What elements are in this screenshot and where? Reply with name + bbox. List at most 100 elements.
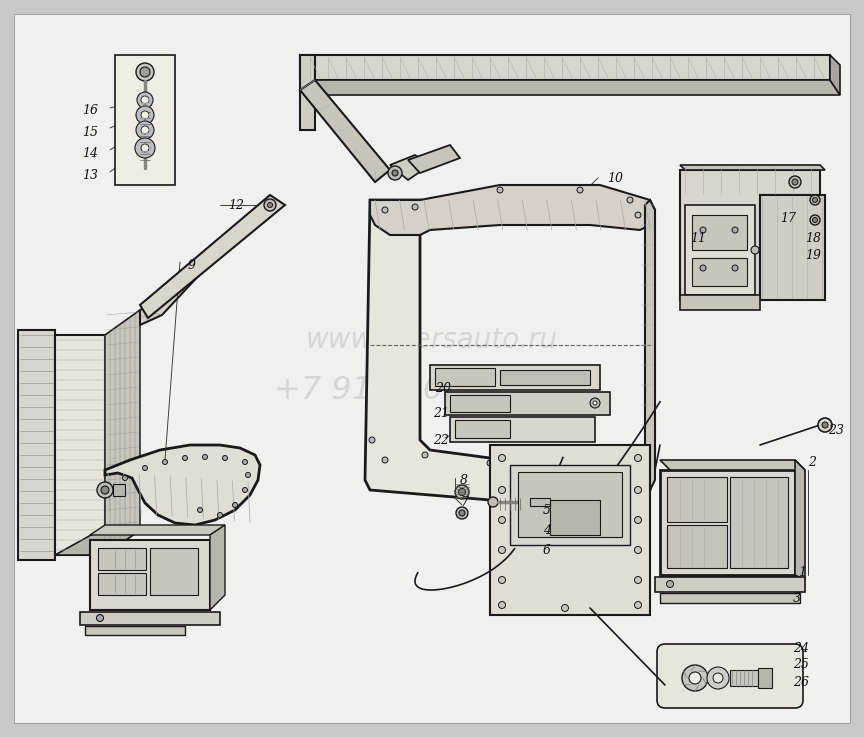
Circle shape xyxy=(382,457,388,463)
Text: 16: 16 xyxy=(82,103,98,116)
Text: 10: 10 xyxy=(607,172,623,184)
Text: 26: 26 xyxy=(793,677,809,690)
Circle shape xyxy=(97,615,104,621)
Circle shape xyxy=(141,126,149,134)
Circle shape xyxy=(635,212,641,218)
Circle shape xyxy=(562,604,569,612)
Circle shape xyxy=(162,459,168,464)
Bar xyxy=(667,525,727,568)
Polygon shape xyxy=(105,445,260,525)
Circle shape xyxy=(136,106,154,124)
Circle shape xyxy=(141,96,149,104)
Circle shape xyxy=(810,215,820,225)
Circle shape xyxy=(732,227,738,233)
Circle shape xyxy=(148,99,150,102)
Text: 23: 23 xyxy=(828,424,844,436)
Polygon shape xyxy=(660,460,805,470)
Circle shape xyxy=(149,147,151,150)
Bar xyxy=(435,368,495,386)
Circle shape xyxy=(382,207,388,213)
Bar xyxy=(518,472,622,537)
Circle shape xyxy=(792,179,798,185)
Polygon shape xyxy=(680,295,760,310)
Bar xyxy=(455,420,510,438)
Text: 21: 21 xyxy=(433,407,449,419)
Circle shape xyxy=(689,672,701,684)
Circle shape xyxy=(812,198,817,203)
Bar xyxy=(113,484,125,496)
Circle shape xyxy=(268,203,272,208)
Bar xyxy=(450,395,510,412)
Polygon shape xyxy=(55,530,140,555)
Polygon shape xyxy=(445,392,610,415)
Circle shape xyxy=(455,485,469,499)
Polygon shape xyxy=(640,200,655,490)
Circle shape xyxy=(243,459,247,464)
Polygon shape xyxy=(80,612,220,625)
Polygon shape xyxy=(390,155,430,180)
Bar xyxy=(115,55,175,185)
Circle shape xyxy=(145,102,149,105)
Circle shape xyxy=(499,547,505,553)
Circle shape xyxy=(590,398,600,408)
Circle shape xyxy=(634,517,641,523)
Circle shape xyxy=(135,138,155,158)
Polygon shape xyxy=(450,417,595,442)
Text: 4: 4 xyxy=(543,523,551,537)
Text: 24: 24 xyxy=(793,641,809,654)
Circle shape xyxy=(141,111,149,119)
Text: 17: 17 xyxy=(780,212,796,225)
Circle shape xyxy=(488,497,498,507)
Polygon shape xyxy=(680,170,820,300)
Circle shape xyxy=(818,418,832,432)
Circle shape xyxy=(245,472,251,478)
Polygon shape xyxy=(18,330,55,560)
Circle shape xyxy=(202,455,207,459)
Circle shape xyxy=(789,176,801,188)
Polygon shape xyxy=(300,55,315,130)
Circle shape xyxy=(635,452,641,458)
Circle shape xyxy=(459,510,465,516)
Circle shape xyxy=(456,507,468,519)
Circle shape xyxy=(499,455,505,461)
Circle shape xyxy=(422,452,428,458)
Text: 6: 6 xyxy=(543,543,551,556)
Polygon shape xyxy=(140,195,285,318)
Circle shape xyxy=(141,117,144,120)
Circle shape xyxy=(97,482,113,498)
Polygon shape xyxy=(370,185,655,235)
Circle shape xyxy=(218,512,223,517)
Circle shape xyxy=(141,133,144,136)
Circle shape xyxy=(499,576,505,584)
Bar xyxy=(98,573,146,595)
Polygon shape xyxy=(408,145,460,173)
Circle shape xyxy=(146,133,149,136)
Circle shape xyxy=(141,144,149,152)
Circle shape xyxy=(499,517,505,523)
Bar xyxy=(500,370,590,385)
Bar xyxy=(550,500,600,535)
Circle shape xyxy=(459,489,466,495)
Circle shape xyxy=(137,92,153,108)
Circle shape xyxy=(487,460,493,466)
Circle shape xyxy=(182,455,187,461)
Text: 2: 2 xyxy=(808,455,816,469)
Text: 14: 14 xyxy=(82,147,98,159)
Circle shape xyxy=(101,486,109,494)
Text: 5: 5 xyxy=(543,503,551,517)
Polygon shape xyxy=(795,460,805,580)
Bar xyxy=(730,477,788,568)
Circle shape xyxy=(732,265,738,271)
Polygon shape xyxy=(660,470,795,575)
Text: www.aversauto.ru: www.aversauto.ru xyxy=(306,326,558,354)
Circle shape xyxy=(666,581,674,587)
Bar xyxy=(730,670,760,686)
Text: 22: 22 xyxy=(433,433,449,447)
Circle shape xyxy=(232,503,238,508)
Text: 25: 25 xyxy=(793,658,809,671)
Polygon shape xyxy=(140,205,270,325)
Circle shape xyxy=(136,63,154,81)
Polygon shape xyxy=(105,310,140,555)
Bar xyxy=(758,668,772,688)
Circle shape xyxy=(146,151,149,154)
